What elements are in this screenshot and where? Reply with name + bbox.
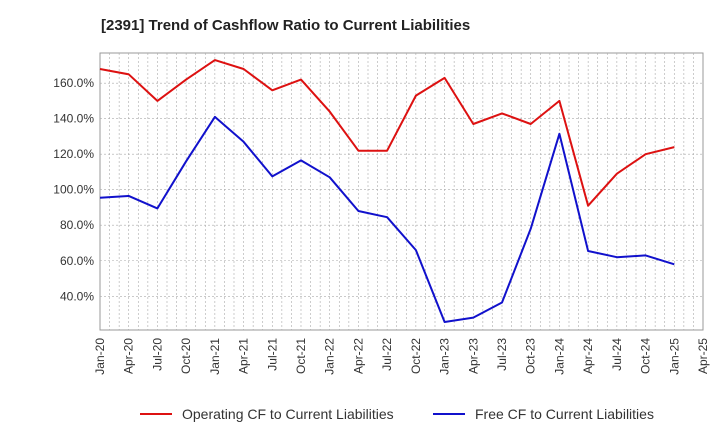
legend-label: Free CF to Current Liabilities	[475, 406, 654, 422]
x-tick-label: Jul-22	[380, 338, 394, 371]
x-tick-label: Oct-22	[409, 338, 423, 374]
x-tick-label: Apr-24	[581, 338, 595, 374]
series-line-free-cf	[99, 115, 675, 323]
y-tick-label: 100.0%	[53, 183, 94, 197]
x-tick-label: Jan-20	[93, 338, 107, 375]
x-tick-label: Jan-21	[208, 338, 222, 375]
y-tick-label: 160.0%	[53, 76, 94, 90]
x-tick-label: Apr-20	[122, 338, 136, 374]
horizontal-gridlines	[100, 82, 703, 297]
y-tick-label: 80.0%	[60, 218, 94, 232]
x-tick-label: Oct-23	[524, 338, 538, 374]
y-tick-label: 140.0%	[53, 112, 94, 126]
x-tick-label: Oct-24	[639, 338, 653, 374]
y-axis-tick-labels: 40.0% 60.0% 80.0% 100.0% 120.0% 140.0% 160.0%	[53, 76, 94, 303]
x-tick-label: Apr-22	[351, 338, 365, 374]
x-tick-label: Apr-25	[696, 338, 710, 374]
x-tick-label: Jan-24	[552, 338, 566, 375]
y-tick-label: 40.0%	[60, 289, 94, 303]
x-tick-label: Jul-21	[265, 338, 279, 371]
x-tick-label: Jan-23	[438, 338, 452, 375]
series-line-operating-cf	[99, 59, 675, 207]
series-lines	[99, 59, 675, 323]
chart-title: [2391] Trend of Cashflow Ratio to Curren…	[101, 17, 470, 34]
y-tick-label: 120.0%	[53, 147, 94, 161]
x-tick-label: Jul-20	[150, 338, 164, 371]
x-tick-label: Jan-25	[667, 338, 681, 375]
legend-label: Operating CF to Current Liabilities	[182, 406, 394, 422]
x-tick-label: Oct-20	[179, 338, 193, 374]
x-tick-label: Oct-21	[294, 338, 308, 374]
x-tick-label: Jul-23	[495, 338, 509, 371]
x-axis-tick-labels: Jan-20 Apr-20 Jul-20 Oct-20 Jan-21 Apr-21 Jul-…	[93, 338, 710, 375]
x-tick-label: Jul-24	[610, 338, 624, 371]
x-tick-label: Jan-22	[323, 338, 337, 375]
x-tick-label: Apr-21	[237, 338, 251, 374]
y-tick-label: 60.0%	[60, 254, 94, 268]
x-tick-label: Apr-23	[466, 338, 480, 374]
legend: Operating CF to Current Liabilities Free …	[140, 406, 654, 422]
plot-area	[99, 52, 704, 331]
